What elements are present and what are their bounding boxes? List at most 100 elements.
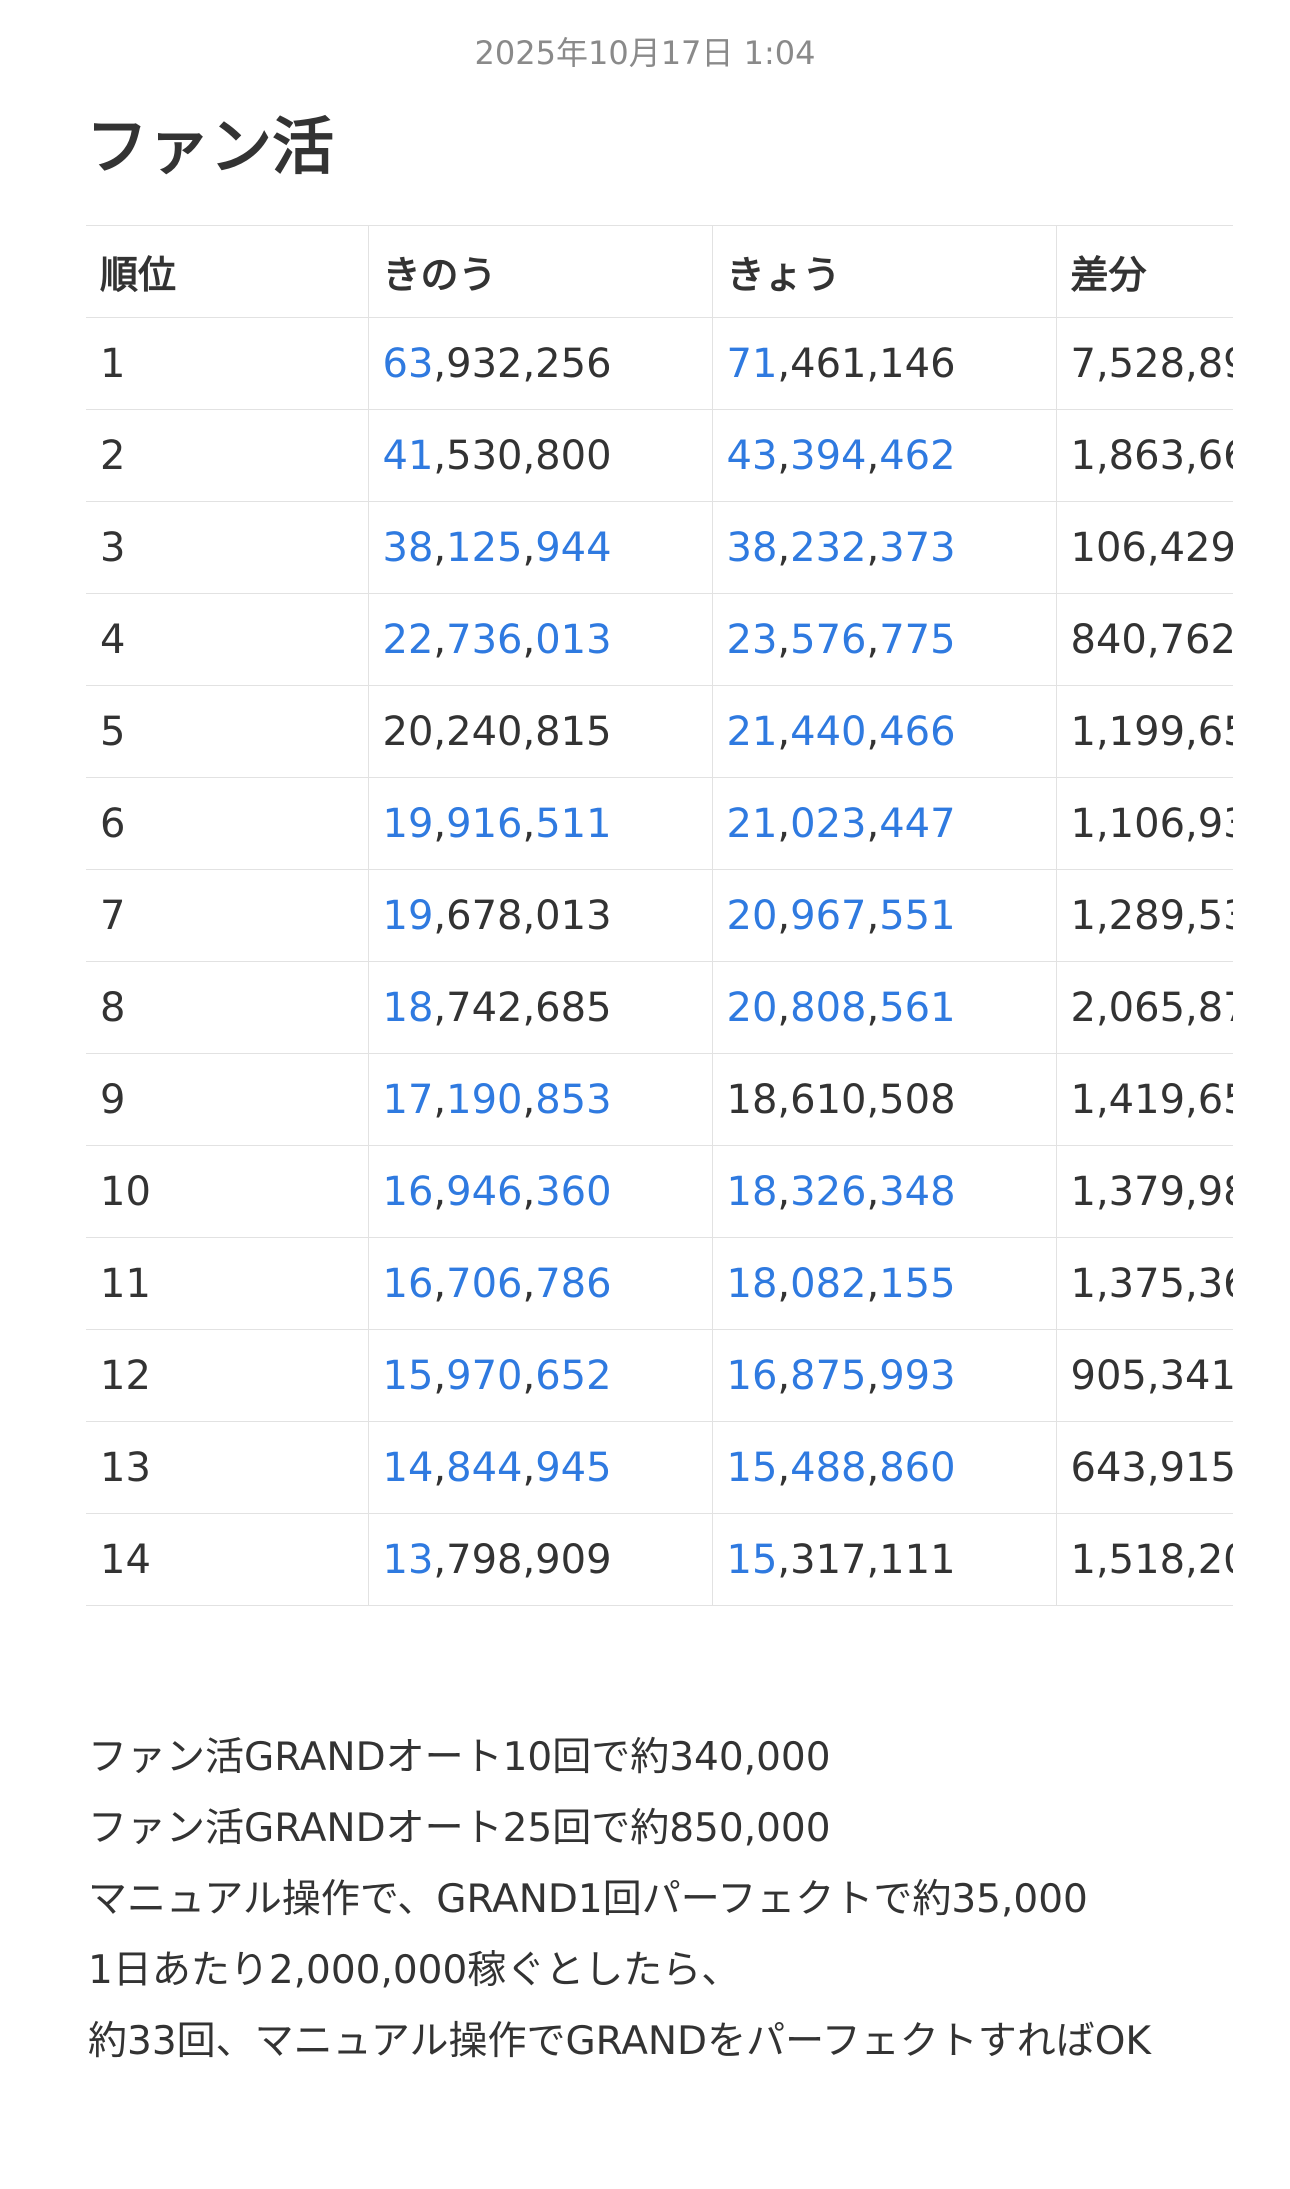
table-cell: 10 [86, 1145, 368, 1238]
number-text: , [433, 1352, 447, 1399]
number-link[interactable]: 16 [382, 1260, 434, 1307]
number-link[interactable]: 853 [535, 1076, 612, 1123]
table-cell: 19,678,013 [367, 869, 712, 962]
table-cell: 16,875,993 [711, 1329, 1056, 1422]
number-link[interactable]: 14 [382, 1444, 434, 1491]
number-link[interactable]: 786 [535, 1260, 612, 1307]
number-link[interactable]: 16 [382, 1168, 434, 1215]
number-text: , [777, 708, 791, 755]
table-cell: 18,610,508 [711, 1053, 1056, 1146]
number-link[interactable]: 462 [879, 432, 956, 479]
number-link[interactable]: 43 [726, 432, 778, 479]
number-link[interactable]: 844 [446, 1444, 523, 1491]
number-text: , [866, 1260, 880, 1307]
table-cell: 8 [86, 961, 368, 1054]
number-link[interactable]: 15 [726, 1536, 778, 1583]
number-link[interactable]: 232 [790, 524, 867, 571]
number-link[interactable]: 41 [382, 432, 434, 479]
number-link[interactable]: 125 [446, 524, 523, 571]
number-link[interactable]: 20 [726, 892, 778, 939]
number-text: , [777, 432, 791, 479]
number-link[interactable]: 652 [535, 1352, 612, 1399]
table-cell: 1,289,538 [1055, 869, 1233, 962]
column-header: 差分 [1055, 225, 1233, 318]
number-text: , [522, 800, 536, 847]
number-link[interactable]: 155 [879, 1260, 956, 1307]
number-link[interactable]: 875 [790, 1352, 867, 1399]
number-link[interactable]: 551 [879, 892, 956, 939]
number-link[interactable]: 394 [790, 432, 867, 479]
number-link[interactable]: 13 [382, 1536, 434, 1583]
number-link[interactable]: 736 [446, 616, 523, 663]
number-link[interactable]: 18 [726, 1260, 778, 1307]
number-link[interactable]: 447 [879, 800, 956, 847]
number-link[interactable]: 17 [382, 1076, 434, 1123]
number-link[interactable]: 576 [790, 616, 867, 663]
table-cell: 7,528,890 [1055, 317, 1233, 410]
number-link[interactable]: 860 [879, 1444, 956, 1491]
number-link[interactable]: 18 [382, 984, 434, 1031]
number-link[interactable]: 38 [726, 524, 778, 571]
number-link[interactable]: 561 [879, 984, 956, 1031]
number-link[interactable]: 348 [879, 1168, 956, 1215]
number-link[interactable]: 023 [790, 800, 867, 847]
note-line: ファン活GRANDオート10回で約340,000 [88, 1735, 831, 1780]
number-text: ,317,111 [777, 1536, 956, 1583]
number-link[interactable]: 15 [726, 1444, 778, 1491]
number-link[interactable]: 967 [790, 892, 867, 939]
number-link[interactable]: 373 [879, 524, 956, 571]
number-link[interactable]: 946 [446, 1168, 523, 1215]
table-cell: 15,970,652 [367, 1329, 712, 1422]
number-link[interactable]: 706 [446, 1260, 523, 1307]
number-link[interactable]: 082 [790, 1260, 867, 1307]
number-link[interactable]: 22 [382, 616, 434, 663]
table-cell: 23,576,775 [711, 593, 1056, 686]
number-link[interactable]: 63 [382, 340, 434, 387]
number-link[interactable]: 013 [535, 616, 612, 663]
number-link[interactable]: 326 [790, 1168, 867, 1215]
number-link[interactable]: 970 [446, 1352, 523, 1399]
number-link[interactable]: 944 [535, 524, 612, 571]
number-link[interactable]: 21 [726, 708, 778, 755]
number-link[interactable]: 18 [726, 1168, 778, 1215]
number-link[interactable]: 38 [382, 524, 434, 571]
number-link[interactable]: 19 [382, 892, 434, 939]
number-link[interactable]: 20 [726, 984, 778, 1031]
table-cell: 643,915 [1055, 1421, 1233, 1514]
table-cell: 5 [86, 685, 368, 778]
number-link[interactable]: 466 [879, 708, 956, 755]
number-link[interactable]: 488 [790, 1444, 867, 1491]
number-link[interactable]: 993 [879, 1352, 956, 1399]
table-cell: 3 [86, 501, 368, 594]
number-link[interactable]: 808 [790, 984, 867, 1031]
table-cell: 20,240,815 [367, 685, 712, 778]
number-text: , [866, 984, 880, 1031]
number-text: ,798,909 [433, 1536, 612, 1583]
number-link[interactable]: 71 [726, 340, 778, 387]
number-text: , [866, 800, 880, 847]
number-text: , [866, 1168, 880, 1215]
number-link[interactable]: 511 [535, 800, 612, 847]
number-text: , [433, 524, 447, 571]
page-title: ファン活 [86, 110, 335, 183]
number-text: , [522, 616, 536, 663]
number-link[interactable]: 916 [446, 800, 523, 847]
number-link[interactable]: 190 [446, 1076, 523, 1123]
number-link[interactable]: 360 [535, 1168, 612, 1215]
table-cell: 71,461,146 [711, 317, 1056, 410]
table-cell: 1,518,202 [1055, 1513, 1233, 1606]
number-text: , [777, 892, 791, 939]
number-link[interactable]: 945 [535, 1444, 612, 1491]
number-link[interactable]: 21 [726, 800, 778, 847]
number-link[interactable]: 15 [382, 1352, 434, 1399]
table-cell: 38,125,944 [367, 501, 712, 594]
number-link[interactable]: 19 [382, 800, 434, 847]
number-link[interactable]: 775 [879, 616, 956, 663]
number-link[interactable]: 440 [790, 708, 867, 755]
table-cell: 16,706,786 [367, 1237, 712, 1330]
number-link[interactable]: 23 [726, 616, 778, 663]
number-link[interactable]: 16 [726, 1352, 778, 1399]
